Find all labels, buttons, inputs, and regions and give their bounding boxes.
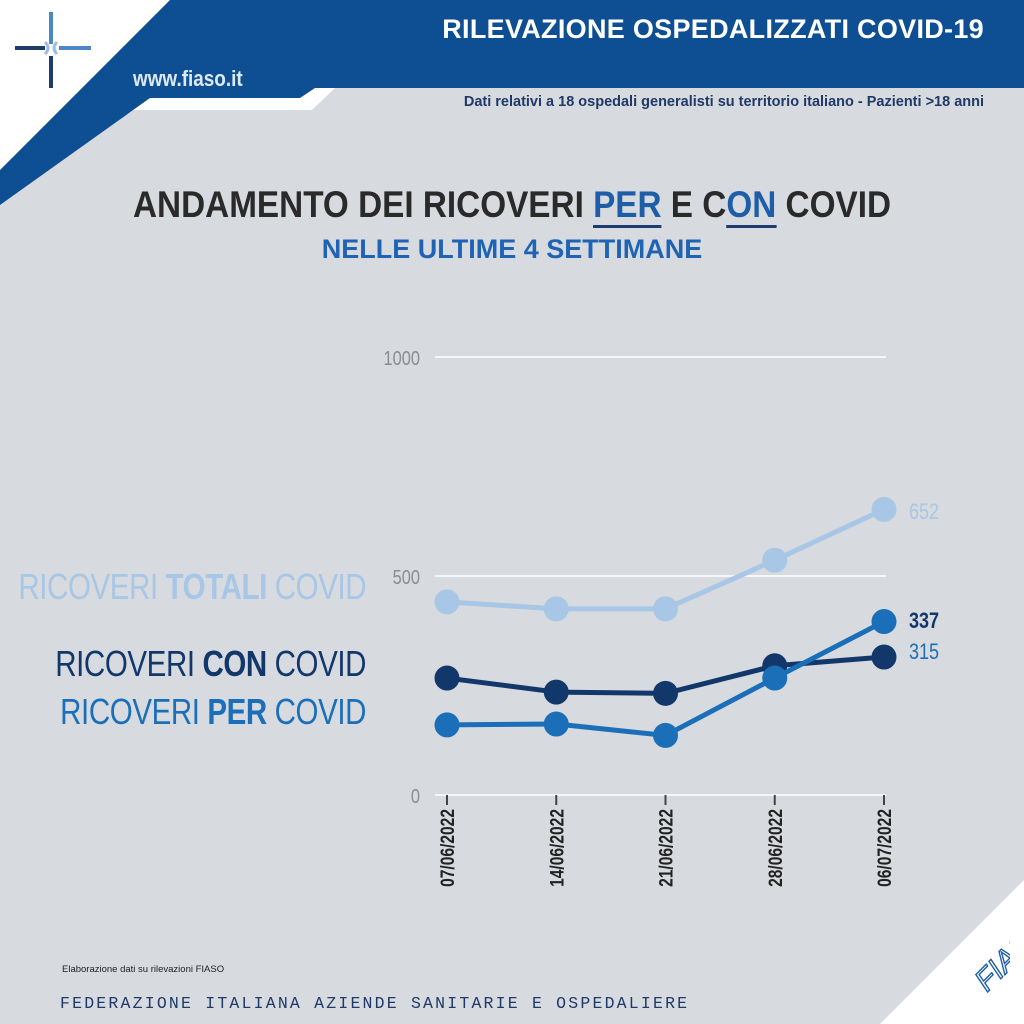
data-source-note: Elaborazione dati su rilevazioni FIASO	[62, 964, 225, 975]
data-label-per: 315	[909, 640, 939, 664]
x-tick-label: 07/06/2022	[437, 809, 459, 887]
chart-title-on: ON	[726, 184, 777, 228]
legend-totali-suffix: COVID	[266, 566, 367, 607]
chart-subtitle: NELLE ULTIME 4 SETTIMANE	[321, 234, 703, 264]
chart-title-per: PER	[593, 184, 662, 228]
data-label-totali: 652	[909, 500, 939, 524]
data-point-totali	[762, 547, 788, 573]
x-tick-label: 28/06/2022	[764, 809, 786, 887]
fiaso-brand-logo: FIASO	[968, 920, 1010, 998]
legend-totali: RICOVERI TOTALI COVID	[18, 566, 366, 608]
data-point-totali	[653, 596, 678, 622]
data-point-per	[543, 711, 569, 737]
website-link[interactable]: www.fiaso.it	[133, 66, 243, 91]
legend-con-suffix: COVID	[266, 643, 367, 684]
legend-con: RICOVERI CON COVID	[55, 643, 366, 685]
data-point-per	[871, 609, 897, 635]
chart-title-part1: ANDAMENTO DEI RICOVERI	[133, 184, 594, 225]
y-tick-label: 1000	[384, 346, 420, 369]
data-point-con	[653, 680, 678, 706]
fiaso-logo-icon	[15, 12, 91, 88]
page-subtitle: Dati relativi a 18 ospedali generalisti …	[463, 94, 984, 110]
legend-totali-bold: TOTALI	[165, 566, 267, 607]
x-tick-label: 06/07/2022	[874, 809, 896, 887]
legend-per-prefix: RICOVERI	[60, 691, 208, 732]
series-line-per	[446, 619, 886, 738]
legend-con-bold: CON	[202, 643, 267, 684]
data-point-totali	[871, 496, 897, 522]
data-point-per	[434, 712, 460, 738]
legend-totali-prefix: RICOVERI	[18, 566, 166, 607]
x-tick-label: 21/06/2022	[655, 809, 677, 887]
data-point-con	[871, 644, 897, 670]
data-point-per	[653, 722, 678, 748]
chart-title-part2: E C	[661, 184, 727, 225]
page-title: RILEVAZIONE OSPEDALIZZATI COVID-19	[442, 14, 984, 44]
brand-text: FIASO	[969, 920, 1010, 998]
legend-per-suffix: COVID	[266, 691, 367, 732]
series-line-totali	[446, 507, 886, 612]
y-tick-label: 0	[411, 784, 420, 807]
data-label-con: 337	[909, 609, 939, 633]
legend-per-bold: PER	[207, 691, 267, 732]
x-tick-label: 14/06/2022	[546, 809, 568, 887]
legend-con-prefix: RICOVERI	[55, 643, 203, 684]
data-point-totali	[543, 596, 569, 622]
data-point-con	[543, 679, 569, 705]
chart-title-part3: COVID	[776, 184, 891, 225]
legend-per: RICOVERI PER COVID	[60, 691, 366, 733]
data-point-con	[434, 665, 460, 691]
data-point-per	[762, 665, 788, 691]
chart-title: ANDAMENTO DEI RICOVERI PER E CON COVID	[51, 184, 973, 228]
y-tick-label: 500	[393, 565, 420, 588]
data-point-totali	[434, 589, 460, 615]
federation-name: FEDERAZIONE ITALIANA AZIENDE SANITARIE E…	[60, 994, 690, 1013]
